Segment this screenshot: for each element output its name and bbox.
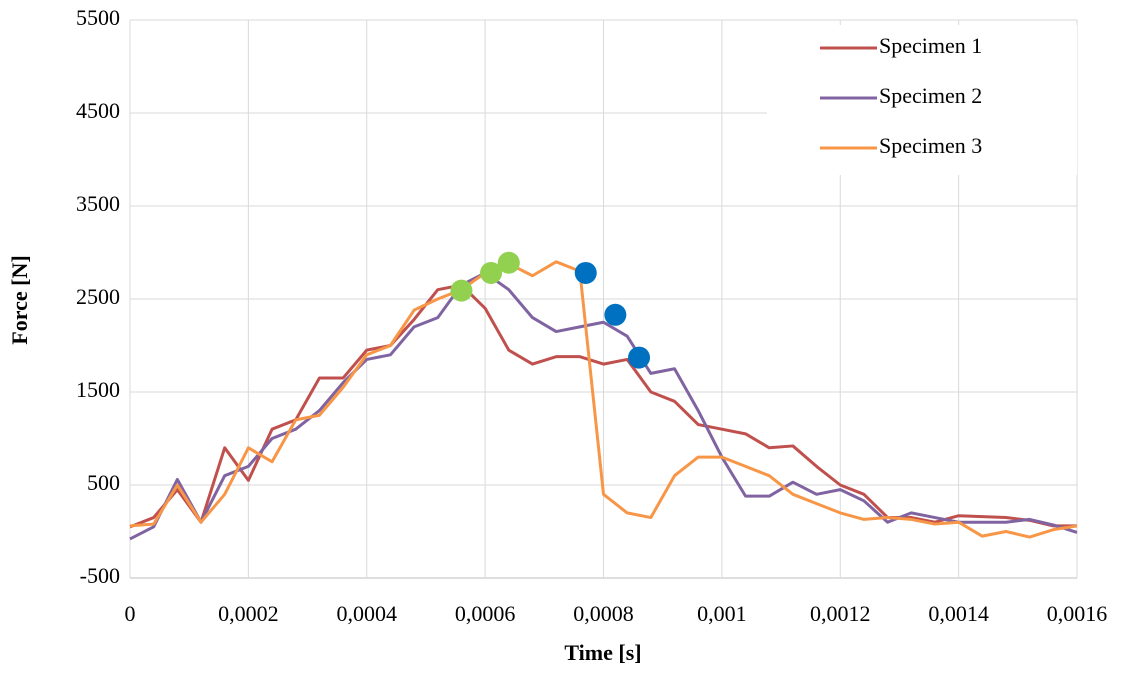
highlight-point [450,279,473,302]
x-tick-label: 0,0004 [337,601,398,626]
x-tick-label: 0,0006 [455,601,516,626]
series-line [129,260,1078,539]
y-tick-label: 4500 [76,98,120,123]
highlight-point [574,261,597,284]
legend-label: Specimen 1 [879,33,982,58]
x-axis-title: Time [s] [564,640,641,665]
x-tick-label: 0,0002 [218,601,279,626]
x-tick-label: 0 [125,601,136,626]
series-line [129,283,1077,529]
x-tick-label: 0,0014 [928,601,989,626]
y-axis-title: Force [N] [7,255,32,344]
highlight-point [480,261,503,284]
x-tick-label: 0,001 [697,601,747,626]
y-tick-label: 1500 [76,377,120,402]
legend-label: Specimen 3 [879,133,982,158]
highlight-point [628,346,651,369]
y-tick-label: 3500 [76,191,120,216]
legend-label: Specimen 2 [879,83,982,108]
highlight-point [497,251,520,274]
y-tick-label: 2500 [76,284,120,309]
legend-box [767,25,1077,175]
x-tick-label: 0,0008 [573,601,634,626]
x-tick-label: 0,0016 [1047,601,1108,626]
y-tick-label: -500 [80,563,120,588]
highlight-point [604,303,627,326]
x-tick-label: 0,0012 [810,601,871,626]
y-tick-label: 5500 [76,5,120,30]
y-tick-label: 500 [87,470,120,495]
